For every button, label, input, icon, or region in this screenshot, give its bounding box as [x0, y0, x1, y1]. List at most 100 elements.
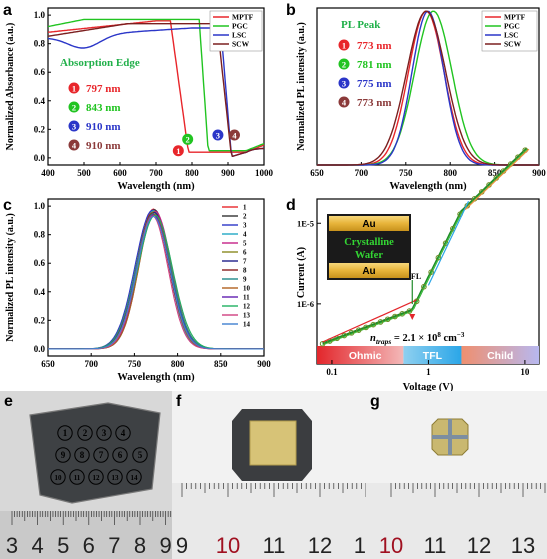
edge-marker-2-circle [68, 101, 80, 113]
wafer-device-label: 2 [83, 428, 88, 438]
panel-c-legend-label: 6 [243, 249, 247, 257]
panel-a-xtick-label: 500 [77, 168, 91, 178]
panel-c-ytick-label: 0.0 [34, 344, 46, 354]
panel-b: b 650 700 750 800 850 900 Wavelength (nm) Normal… [286, 2, 546, 192]
photo-f-ruler-number: 12 [308, 533, 332, 558]
panel-a-legend-label: SCW [232, 40, 250, 49]
panel-c-xlabel: Wavelength (nm) [117, 372, 195, 383]
panel-c-legend-label: 11 [243, 294, 250, 302]
panel-a-xtick-label: 600 [113, 168, 127, 178]
panel-b-legend-label: LSC [504, 31, 519, 40]
panel-b-xtick-label: 650 [310, 168, 324, 178]
photo-e-ruler-number: 8 [134, 533, 146, 558]
panel-a-legend-label: MPTF [232, 13, 254, 22]
wafer-device-label: 4 [121, 428, 126, 438]
wafer-device-label: 14 [131, 474, 139, 482]
panel-a-xtick-label: 400 [41, 168, 55, 178]
panel-b-legend-label: SCW [504, 40, 522, 49]
iv-data-point [355, 327, 362, 333]
panel-a-ytick-label: 0.8 [34, 39, 46, 49]
photo-e-ruler-number: 6 [83, 533, 95, 558]
panel-b-xlabel: Wavelength (nm) [389, 181, 467, 192]
region-label-tfl: TFL [423, 350, 443, 362]
ntraps-unit-exp: −3 [457, 331, 465, 339]
iv-data-point [435, 254, 442, 261]
wafer-device-circle [50, 469, 66, 485]
panel-c-legend-label: 8 [243, 267, 247, 275]
pl-marker-3-num: 3 [342, 78, 346, 88]
iv-data-point [399, 311, 405, 317]
panel-d-xlabel: Voltage (V) [403, 382, 454, 391]
vtfl-arrow-icon [409, 314, 416, 321]
bottom-electrode [329, 263, 409, 278]
pl-marker-4-circle [338, 96, 350, 108]
panel-c-xtick-label: 700 [84, 359, 98, 369]
iv-data-point [377, 319, 384, 325]
panel-c-xtick-label: 800 [171, 359, 185, 369]
panel-d-ytick-label: 1E-6 [297, 299, 314, 309]
panel-c-legend-label: 12 [243, 303, 251, 311]
wafer-device-circle [107, 469, 123, 485]
pl-marker-2-num: 2 [342, 59, 346, 69]
plot-marker-4-circle [228, 129, 240, 141]
pl-line-scw [317, 10, 539, 166]
photo-e-ruler-number: 4 [31, 533, 43, 558]
edge-value-1: 797 nm [86, 83, 121, 95]
panel-a-xtick-label: 800 [185, 168, 199, 178]
iv-data-point [392, 313, 398, 320]
pl-value-3: 775 nm [357, 78, 392, 90]
wafer-device-label: 7 [99, 450, 104, 460]
wafer-device-label: 11 [74, 474, 81, 482]
edge-marker-4-circle [68, 139, 80, 151]
pl-marker-1-circle [338, 39, 350, 51]
iv-curve-highlight [322, 149, 528, 346]
wafer-device-circle [69, 469, 85, 485]
edge-value-4: 910 nm [86, 140, 121, 152]
plot-marker-1-num: 1 [176, 146, 180, 156]
panel-c-legend-label: 2 [243, 213, 247, 221]
edge-marker-2-num: 2 [72, 102, 76, 112]
panel-letter-b: b [286, 2, 296, 19]
edge-value-3: 910 nm [86, 121, 121, 133]
iv-data-point [406, 308, 413, 314]
wafer-device-circle [126, 469, 142, 485]
device-inset: Au Crystalline Wafer Au [327, 214, 411, 280]
pl-marker-2-circle [338, 58, 350, 70]
panel-c-xtick-label: 900 [257, 359, 271, 369]
panel-c-xtick-label: 850 [214, 359, 228, 369]
panel-letter-e: e [4, 393, 13, 410]
photo-g-ruler-number: 11 [424, 533, 447, 558]
wafer-device-circle [55, 447, 71, 463]
panel-b-xtick-label: 850 [488, 168, 502, 178]
inset-middle-label-2: Wafer [355, 250, 383, 261]
panel-a-xtick-label: 700 [149, 168, 163, 178]
panel-a-xlabel: Wavelength (nm) [117, 181, 195, 192]
panel-c-xtick-label: 750 [128, 359, 142, 369]
iv-data-point [421, 283, 427, 290]
panel-d-ylabel: Current (A) [296, 247, 307, 298]
photo-g-ruler-number: 13 [511, 533, 535, 558]
photo-panel-e: 1 2 3 4 9 8 7 6 5 10 11 12 13 14 3 4 5 6 7 8 9 e [0, 391, 172, 559]
photo-f-ruler-number: 11 [263, 533, 286, 558]
vtfl-sub: TFL [406, 272, 422, 281]
plot-marker-2-circle [182, 133, 194, 145]
panel-b-xtick-label: 750 [399, 168, 413, 178]
inset-middle-label-1: Crystalline [344, 237, 394, 248]
panel-a-ytick-label: 0.2 [34, 124, 46, 134]
inset-top-label: Au [362, 219, 375, 230]
panel-c-ytick-label: 0.8 [34, 230, 46, 240]
pl-value-4: 773 nm [357, 97, 392, 109]
panel-letter-f: f [176, 393, 182, 410]
panel-c-ytick-label: 0.2 [34, 315, 46, 325]
panel-a-ytick-label: 0.0 [34, 153, 46, 163]
plot-marker-4-num: 4 [232, 130, 237, 140]
inset-bottom-label: Au [362, 266, 375, 277]
panel-a-ytick-label: 0.4 [34, 96, 46, 106]
wafer-device-circle [77, 425, 93, 441]
region-band-tfl [403, 346, 462, 364]
wafer-device-circle [74, 447, 90, 463]
panel-a-legend-label: LSC [232, 31, 247, 40]
pl-marker-4-num: 4 [342, 97, 347, 107]
panel-a: a 0.0 0.2 0.4 0.6 0.8 1.0 400 500 600 700 800 900 100… [3, 2, 274, 192]
